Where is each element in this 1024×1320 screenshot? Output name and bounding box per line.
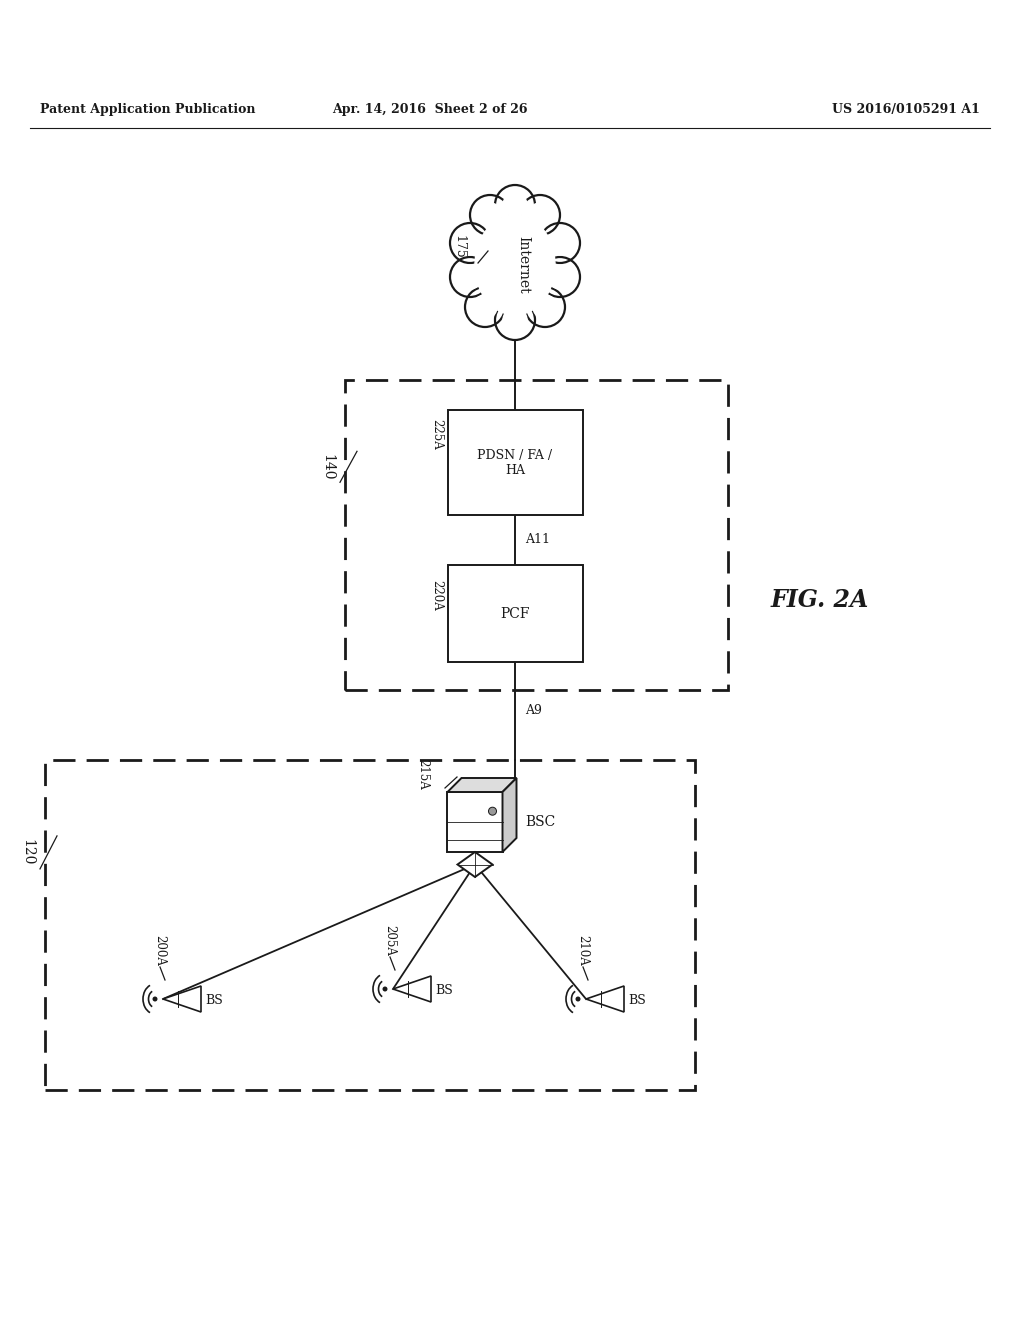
Ellipse shape	[472, 210, 557, 319]
Circle shape	[450, 223, 490, 263]
Circle shape	[534, 294, 557, 319]
Text: 120: 120	[20, 840, 34, 866]
Text: 220A: 220A	[430, 579, 443, 611]
Circle shape	[383, 986, 387, 991]
Circle shape	[528, 203, 552, 227]
Text: Patent Application Publication: Patent Application Publication	[40, 103, 256, 116]
Polygon shape	[163, 986, 201, 1012]
Circle shape	[153, 997, 158, 1002]
Polygon shape	[447, 777, 516, 792]
Text: BS: BS	[435, 985, 453, 998]
Bar	[447, 411, 583, 515]
Circle shape	[575, 997, 581, 1002]
Circle shape	[478, 203, 502, 227]
Circle shape	[495, 300, 535, 341]
Text: US 2016/0105291 A1: US 2016/0105291 A1	[833, 103, 980, 116]
Text: BS: BS	[628, 994, 646, 1007]
Circle shape	[458, 265, 482, 289]
Text: Apr. 14, 2016  Sheet 2 of 26: Apr. 14, 2016 Sheet 2 of 26	[332, 103, 527, 116]
Circle shape	[465, 286, 505, 327]
Text: Internet: Internet	[516, 236, 530, 294]
Circle shape	[488, 808, 497, 816]
Text: A11: A11	[525, 533, 550, 546]
Circle shape	[503, 193, 527, 216]
Circle shape	[450, 257, 490, 297]
Text: PCF: PCF	[501, 606, 529, 620]
Text: 200A: 200A	[154, 935, 167, 965]
Polygon shape	[447, 792, 503, 851]
Circle shape	[548, 265, 572, 289]
Circle shape	[458, 231, 482, 255]
Bar	[45, 760, 695, 1090]
Text: BSC: BSC	[525, 814, 555, 829]
Circle shape	[503, 308, 527, 333]
Bar	[345, 380, 728, 690]
Text: PDSN / FA /
HA: PDSN / FA / HA	[477, 449, 553, 477]
Circle shape	[520, 195, 560, 235]
Text: 210A: 210A	[577, 935, 590, 965]
Circle shape	[540, 223, 580, 263]
Text: 205A: 205A	[384, 924, 396, 956]
Circle shape	[525, 286, 565, 327]
Text: FIG. 2A: FIG. 2A	[771, 587, 869, 612]
Bar	[447, 565, 583, 663]
Text: 215A: 215A	[417, 759, 429, 789]
Circle shape	[548, 231, 572, 255]
Text: A9: A9	[525, 705, 542, 718]
Polygon shape	[458, 851, 493, 876]
Text: 140: 140	[319, 454, 334, 480]
Circle shape	[540, 257, 580, 297]
Text: 225A: 225A	[430, 420, 443, 450]
Polygon shape	[503, 777, 516, 851]
Circle shape	[470, 195, 510, 235]
Ellipse shape	[475, 215, 555, 315]
Circle shape	[495, 185, 535, 224]
Polygon shape	[393, 975, 431, 1002]
Circle shape	[473, 294, 497, 319]
Polygon shape	[586, 986, 624, 1012]
Text: BS: BS	[205, 994, 223, 1007]
Text: 175: 175	[453, 235, 466, 259]
